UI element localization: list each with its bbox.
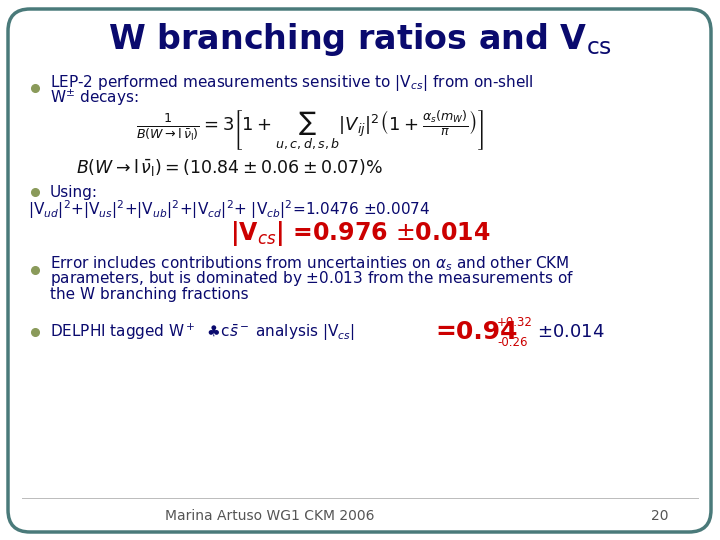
Text: the W branching fractions: the W branching fractions [50,287,248,301]
Text: +0.32: +0.32 [497,315,533,328]
Text: Error includes contributions from uncertainties on $\alpha_s$ and other CKM: Error includes contributions from uncert… [50,255,570,273]
Text: LEP-2 performed measurements sensitive to |V$_{cs}$| from on-shell: LEP-2 performed measurements sensitive t… [50,73,534,93]
Text: W$^{\pm}$ decays:: W$^{\pm}$ decays: [50,88,139,108]
Text: parameters, but is dominated by $\pm$0.013 from the measurements of: parameters, but is dominated by $\pm$0.0… [50,269,575,288]
Text: 20: 20 [652,509,669,523]
Text: $B(W \to \mathrm{l}\,\bar{\nu}_\mathrm{l}) = (10.84 \pm 0.06 \pm 0.07)\%$: $B(W \to \mathrm{l}\,\bar{\nu}_\mathrm{l… [76,157,384,178]
FancyBboxPatch shape [8,9,711,532]
Text: |V$_{cs}$| =0.976 $\pm$0.014: |V$_{cs}$| =0.976 $\pm$0.014 [230,219,490,248]
Text: Marina Artuso WG1 CKM 2006: Marina Artuso WG1 CKM 2006 [166,509,374,523]
Text: $\frac{1}{B(W \to \mathrm{l}\,\bar{\nu}_\mathrm{l})} = 3\left[1 + \sum_{u,c,d,s,: $\frac{1}{B(W \to \mathrm{l}\,\bar{\nu}_… [136,108,484,152]
Text: |V$_{ud}$|$^2$+|V$_{us}$|$^2$+|V$_{ub}$|$^2$+|V$_{cd}$|$^2$+ |V$_{cb}$|$^2$=1.04: |V$_{ud}$|$^2$+|V$_{us}$|$^2$+|V$_{ub}$|… [28,199,431,221]
Text: Using:: Using: [50,185,98,199]
Text: =0.94: =0.94 [435,320,518,344]
Text: DELPHI tagged W$^+$  $\clubsuit$c$\bar{s}^-$ analysis |V$_{cs}$|: DELPHI tagged W$^+$ $\clubsuit$c$\bar{s}… [50,321,357,343]
Text: -0.26: -0.26 [497,335,528,348]
Text: W branching ratios and V$_{\mathsf{cs}}$: W branching ratios and V$_{\mathsf{cs}}$ [108,22,612,58]
Text: $\pm$0.014: $\pm$0.014 [537,323,605,341]
